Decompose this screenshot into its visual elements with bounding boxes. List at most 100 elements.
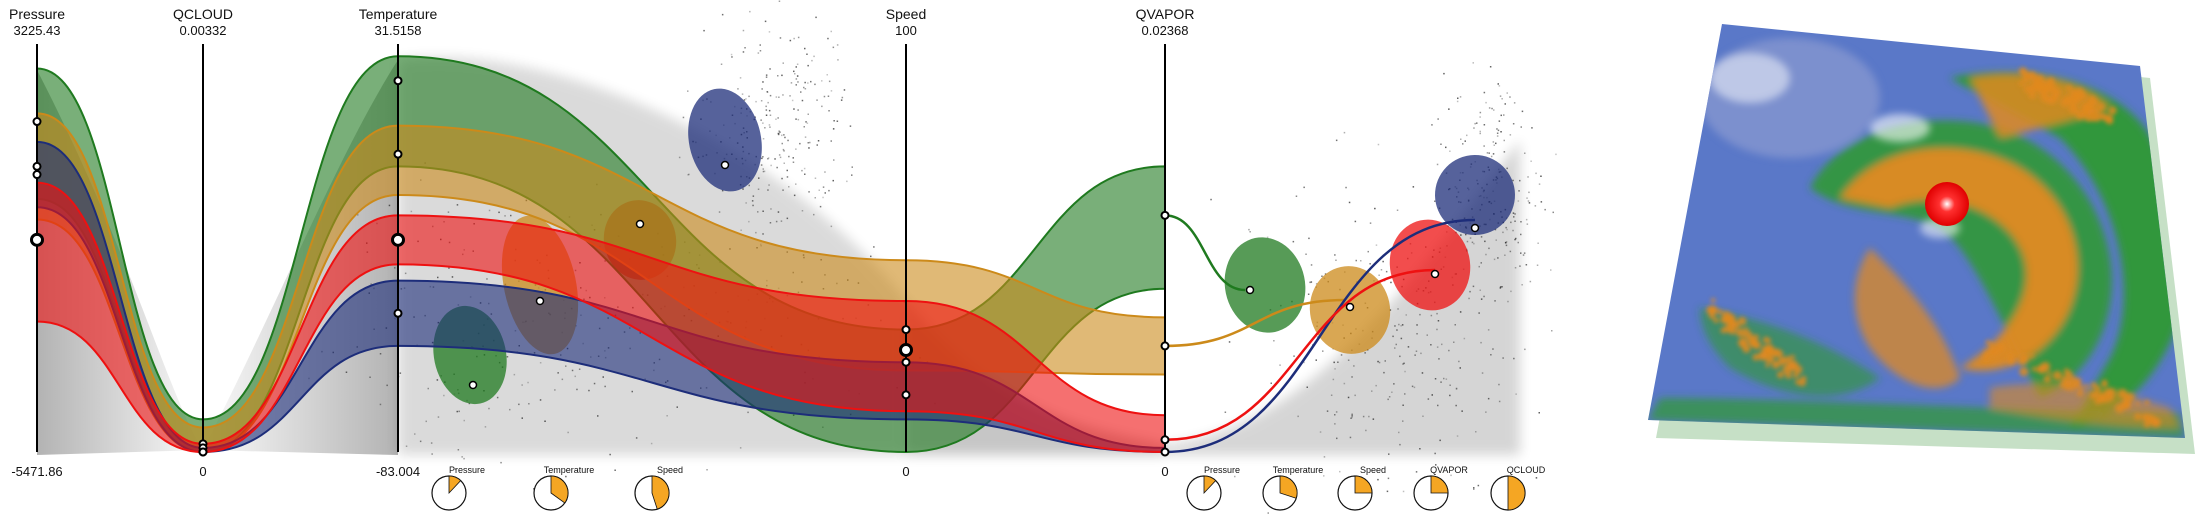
scatter-point [1270,382,1272,384]
scatter-point [1506,228,1508,231]
scatter-point [1498,383,1500,386]
scatter-point [780,220,783,222]
scatter-point [781,177,783,180]
scatter-point [1401,324,1404,326]
scatter-point [1517,200,1520,202]
scatter-point [1504,241,1507,244]
cluster-center-marker[interactable] [393,308,403,318]
scatter-point [1509,96,1511,98]
hull-center-marker[interactable] [535,296,545,306]
scatter-point [430,442,433,444]
scatter-point [1466,240,1469,243]
cluster-center-marker[interactable] [1160,435,1170,445]
scatter-point [828,189,830,192]
scatter-point [1416,324,1418,326]
scatter-point [593,382,596,385]
weight-dial[interactable]: Pressure [1186,465,1240,511]
cluster-center-marker[interactable] [30,232,44,247]
scatter-point [1514,238,1516,241]
weight-dial[interactable]: Pressure [431,465,485,511]
cluster-center-marker[interactable] [393,149,403,159]
speckle [2102,394,2111,403]
scatter-point [1525,218,1528,221]
dial-label: Pressure [449,465,485,475]
cluster-center-marker[interactable] [901,357,911,367]
cluster-center-marker[interactable] [1160,210,1170,220]
scatter-point [739,447,742,449]
hull-center-marker[interactable] [1245,285,1255,295]
scatter-point [821,105,823,108]
cluster-center-marker[interactable] [393,76,403,86]
hull-center-marker[interactable] [1430,269,1440,279]
scatter-point [793,37,795,40]
scatter-point [824,192,826,194]
scatter-point [1491,107,1493,110]
scatter-point [1404,370,1406,373]
scatter-point [1387,477,1390,480]
scatter-point [1520,252,1522,254]
scatter-point [1493,109,1495,111]
scatter-point [1503,151,1506,153]
speckle [2043,375,2051,383]
scatter-point [1394,347,1396,349]
cluster-center-marker[interactable] [198,447,208,457]
scatter-point [767,158,769,160]
scatter-point [1505,241,1508,243]
scatter-point [1526,197,1528,199]
scatter-point [755,231,757,234]
scatter-point [1309,281,1311,284]
scatter-point [1488,247,1490,250]
hull-center-marker[interactable] [635,219,645,229]
cluster-center-marker[interactable] [32,161,42,171]
cluster-center-marker[interactable] [1160,447,1170,457]
speckle [1774,348,1780,355]
scatter-point [761,88,763,90]
scatter-point [799,142,801,145]
scatter-point [1502,357,1504,359]
scatter-point [873,246,875,248]
weight-dial[interactable]: Speed [634,465,683,511]
scatter-point [789,39,792,42]
cluster-center-marker[interactable] [901,325,911,335]
scatter-point [1369,222,1372,224]
scatter-point [801,210,804,212]
scatter-point [784,136,786,139]
scatter-point [748,95,750,98]
scatter-point [768,184,770,186]
cluster-center-marker[interactable] [1160,341,1170,351]
scatter-point [436,379,439,381]
scatter-point [768,31,771,33]
weight-dial[interactable]: Temperature [533,465,594,511]
scatter-point [1335,411,1338,413]
scatter-point [795,78,798,80]
scatter-point [687,174,689,176]
scatter-point [807,64,809,67]
scatter-point [1369,263,1371,265]
cluster-center-marker[interactable] [901,390,911,400]
cluster-center-marker[interactable] [32,117,42,127]
scatter-point [1517,241,1519,244]
scatter-point [1334,414,1336,416]
scatter-point [1534,205,1537,207]
cluster-center-marker[interactable] [391,232,405,247]
weight-dial[interactable]: QCLOUD [1490,465,1546,511]
weight-dial[interactable]: QVAPOR [1413,465,1468,511]
scatter-point [1540,201,1543,203]
weight-dial[interactable]: Speed [1337,465,1386,511]
scatter-point [1462,143,1464,145]
weight-dial[interactable]: Temperature [1262,465,1323,511]
scatter-point [764,127,766,129]
speckle [1717,309,1723,315]
cluster-center-marker[interactable] [32,170,42,180]
scatter-point [1499,95,1502,97]
scatter-point [1383,371,1385,374]
hull-center-marker[interactable] [468,380,478,390]
hull-center-marker[interactable] [1470,223,1480,233]
scatter-point [1332,378,1335,381]
scatter-point [1464,140,1466,142]
hull-center-marker[interactable] [1345,302,1355,312]
cluster-center-marker[interactable] [899,343,913,357]
scatter-point [758,177,760,179]
scatter-point [504,215,506,217]
hull-center-marker[interactable] [720,160,730,170]
